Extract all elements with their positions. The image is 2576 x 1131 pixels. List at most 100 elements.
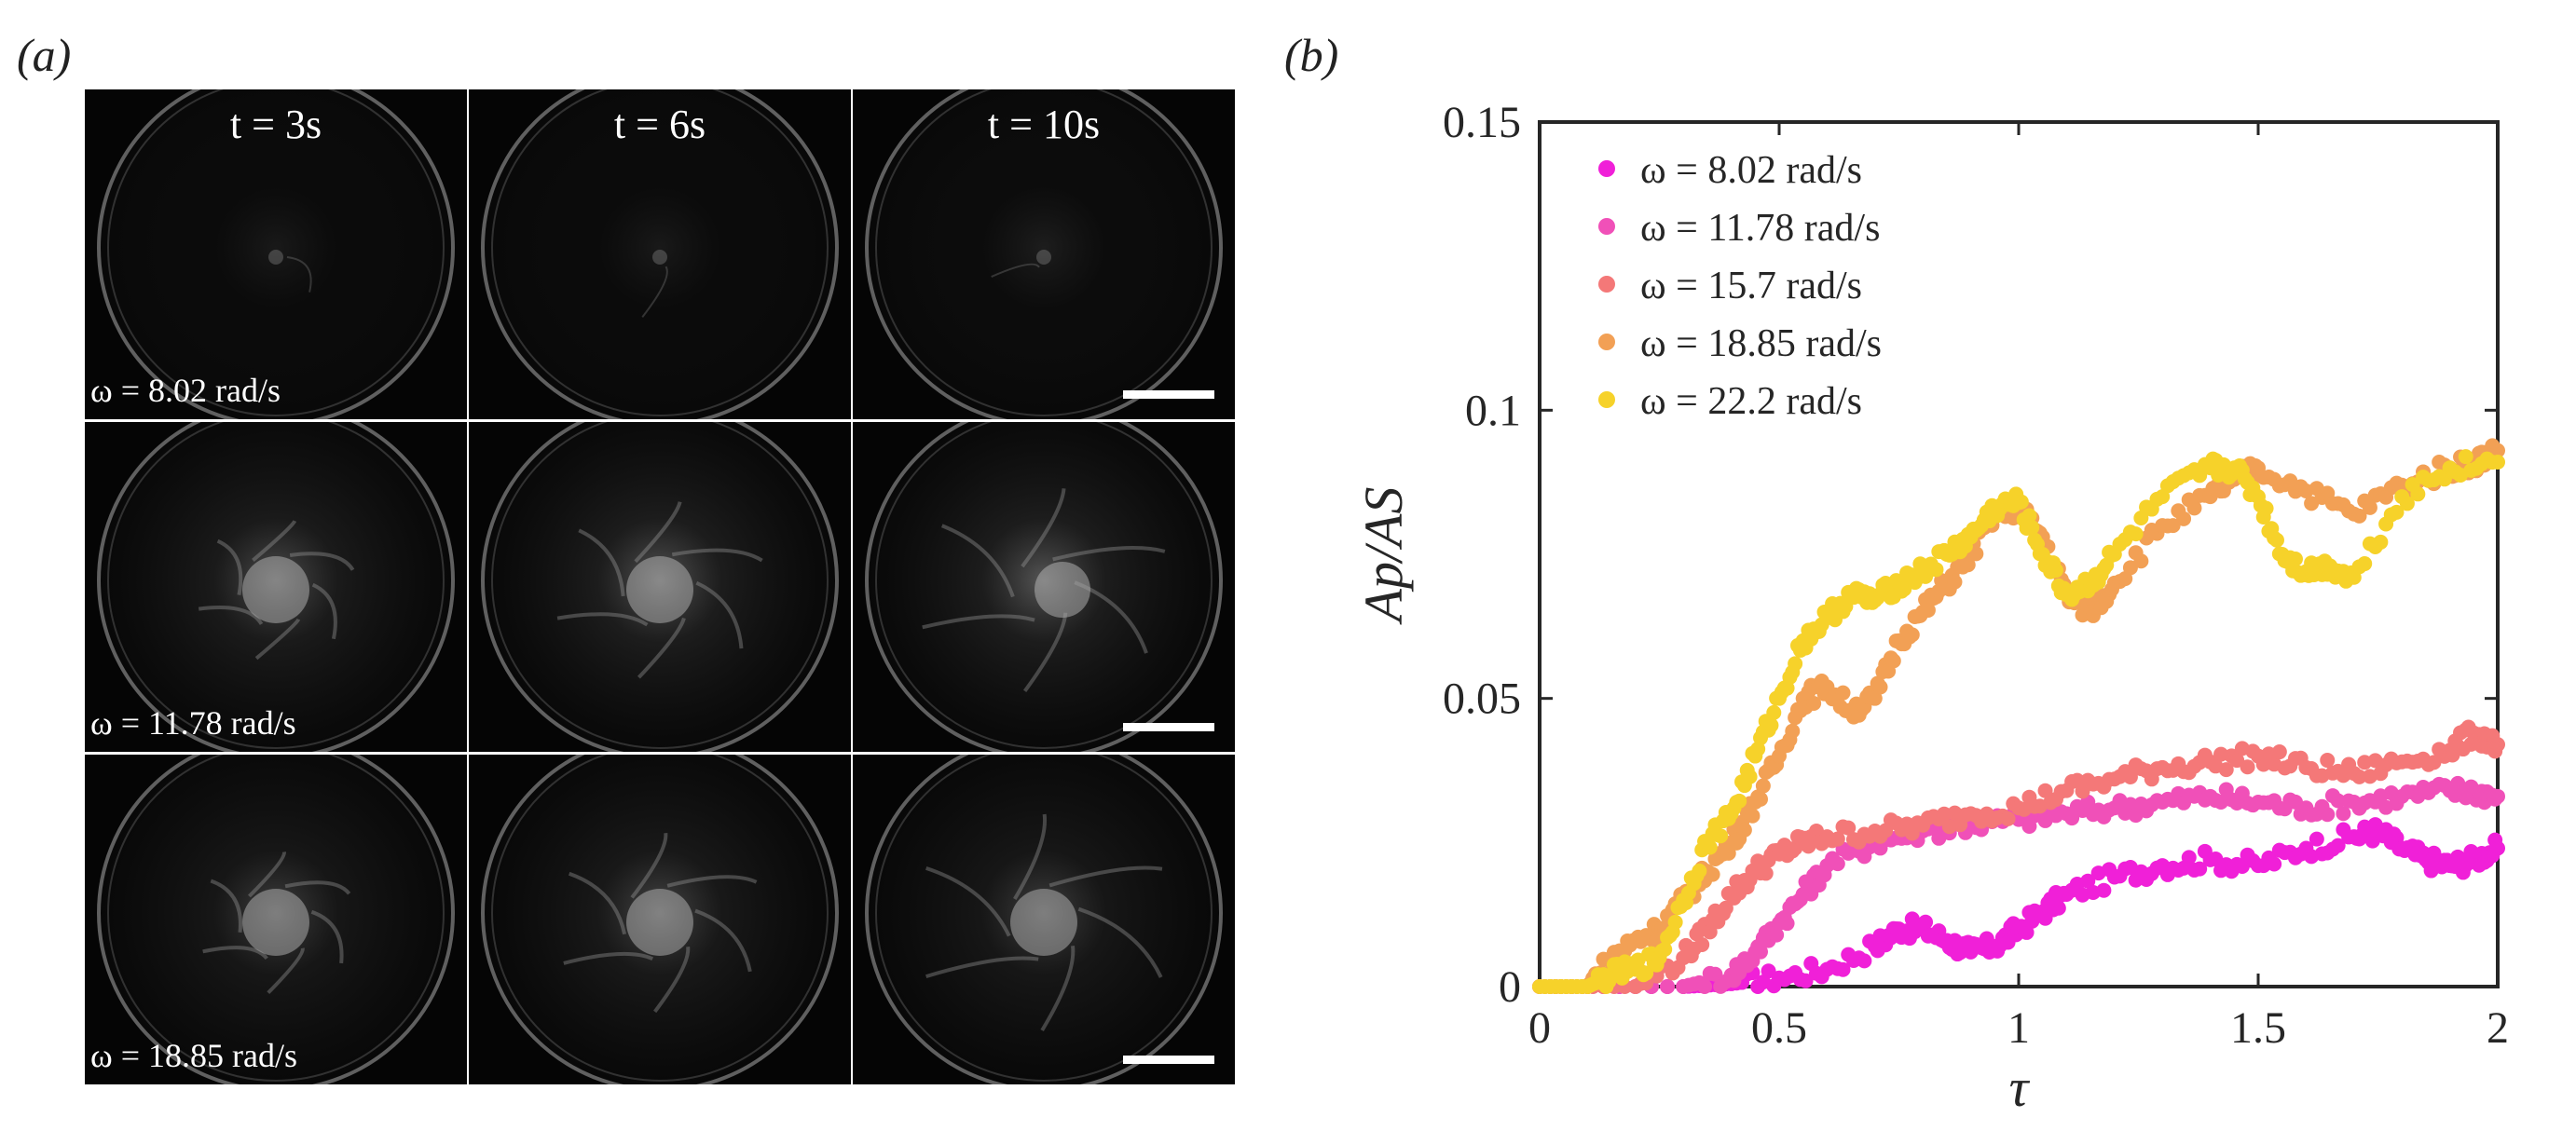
petri-dish xyxy=(867,755,1221,1084)
data-point xyxy=(2373,534,2389,550)
data-point xyxy=(1745,808,1761,824)
time-label: t = 6s xyxy=(613,102,706,147)
legend-marker xyxy=(1598,218,1615,235)
data-point xyxy=(1753,944,1769,960)
data-point xyxy=(1766,704,1782,720)
data-point xyxy=(2122,770,2138,785)
data-point xyxy=(1904,627,1920,643)
photo-row2-col1: ω = 11.78 rad/s xyxy=(85,422,467,752)
data-point xyxy=(1872,679,1888,695)
data-point xyxy=(2336,806,2351,822)
data-point xyxy=(1763,717,1779,733)
x-tick-label: 1 xyxy=(2007,1003,2030,1053)
photo-image xyxy=(481,422,839,752)
data-point xyxy=(2490,840,2505,856)
data-point xyxy=(1753,791,1769,807)
data-point xyxy=(1694,936,1710,952)
petri-dish xyxy=(99,422,453,752)
data-point xyxy=(1918,914,1934,930)
data-point xyxy=(2320,807,2336,823)
y-tick-label: 0.15 xyxy=(1443,98,1521,147)
x-tick-label: 1.5 xyxy=(2230,1003,2286,1053)
data-point xyxy=(2258,500,2274,516)
omega-label: ω = 8.02 rad/s xyxy=(90,372,281,409)
series-1 xyxy=(1532,817,2505,994)
photo-row1-col1: t = 3s ω = 8.02 rad/s xyxy=(85,89,467,419)
data-point xyxy=(1713,828,1729,844)
scatter-chart: 0 0.5 1 1.5 2 0 0.05 0.1 0.15 τ Ap/AS ω = 8.02 rad/… xyxy=(1353,98,2509,1118)
omega-label: ω = 18.85 rad/s xyxy=(90,1037,297,1074)
series-5 xyxy=(1532,449,2505,994)
data-point xyxy=(2096,882,2112,898)
panel-b-label: (b) xyxy=(1284,29,1339,81)
data-point xyxy=(1857,953,1872,969)
data-point xyxy=(1660,979,1676,994)
petri-dish xyxy=(867,422,1221,752)
data-point xyxy=(1657,942,1673,958)
legend-label: ω = 11.78 rad/s xyxy=(1640,207,1880,250)
time-label: t = 3s xyxy=(229,102,322,147)
x-tick-label: 0 xyxy=(1528,1003,1551,1053)
petri-dish xyxy=(99,89,453,419)
legend-marker xyxy=(1598,160,1615,177)
data-point xyxy=(1841,820,1857,836)
data-point xyxy=(2436,471,2452,487)
data-point xyxy=(1638,965,1654,981)
data-point xyxy=(1798,973,1814,988)
data-point xyxy=(1928,562,1944,578)
data-point xyxy=(2013,494,2029,510)
data-point xyxy=(1755,778,1771,794)
data-point xyxy=(2490,788,2505,804)
photo-image xyxy=(481,755,839,1084)
legend: ω = 8.02 rad/s ω = 11.78 rad/s ω = 15.7 ra… xyxy=(1598,149,1882,423)
y-tick-label: 0.1 xyxy=(1465,386,1521,435)
data-point xyxy=(1667,914,1683,930)
photo-row3-col1: ω = 18.85 rad/s xyxy=(85,755,467,1084)
data-point xyxy=(2165,518,2181,534)
petri-dish xyxy=(483,89,837,419)
data-point xyxy=(1867,690,1883,706)
data-point xyxy=(1829,831,1845,847)
data-point xyxy=(2037,783,2053,798)
data-point xyxy=(2490,455,2505,470)
data-point xyxy=(2490,737,2505,753)
data-point xyxy=(1835,961,1851,977)
omega-label: ω = 11.78 rad/s xyxy=(90,704,296,742)
photo-image xyxy=(97,422,455,752)
data-point xyxy=(2410,486,2426,502)
legend-marker xyxy=(1598,334,1615,350)
data-point xyxy=(2048,563,2063,579)
data-point xyxy=(1742,769,1758,784)
photo-image xyxy=(865,422,1223,752)
data-point xyxy=(1697,979,1713,994)
petri-dish xyxy=(483,422,837,752)
data-point xyxy=(1835,685,1851,701)
x-axis-label: τ xyxy=(2009,1057,2031,1118)
data-point xyxy=(1761,963,1776,979)
data-point xyxy=(2458,449,2473,465)
data-point xyxy=(2490,443,2505,458)
data-point xyxy=(2287,551,2303,566)
data-point xyxy=(2268,532,2284,548)
x-tick-label: 2 xyxy=(2487,1003,2509,1053)
data-point xyxy=(1788,656,1803,672)
data-point xyxy=(1885,653,1901,669)
legend-label: ω = 15.7 rad/s xyxy=(1640,265,1862,307)
photo-row2-col3 xyxy=(853,422,1235,752)
legend-marker xyxy=(1598,276,1615,293)
y-tick-label: 0 xyxy=(1499,962,1521,1012)
data-point xyxy=(2021,508,2037,524)
data-point xyxy=(2186,500,2202,516)
y-axis-label: Ap/AS xyxy=(1353,487,1414,626)
data-point xyxy=(1947,574,1963,590)
photo-row3-col2 xyxy=(469,755,851,1084)
x-tick-label: 0.5 xyxy=(1751,1003,1807,1053)
data-point xyxy=(2399,496,2415,511)
photo-row2-col2 xyxy=(469,422,851,752)
data-point xyxy=(2389,504,2405,520)
data-point xyxy=(2128,526,2144,542)
series-3 xyxy=(1532,719,2505,994)
photo-row1-col3: t = 10s xyxy=(853,89,1235,419)
plot-area xyxy=(1538,120,2500,988)
legend-label: ω = 22.2 rad/s xyxy=(1640,380,1862,423)
